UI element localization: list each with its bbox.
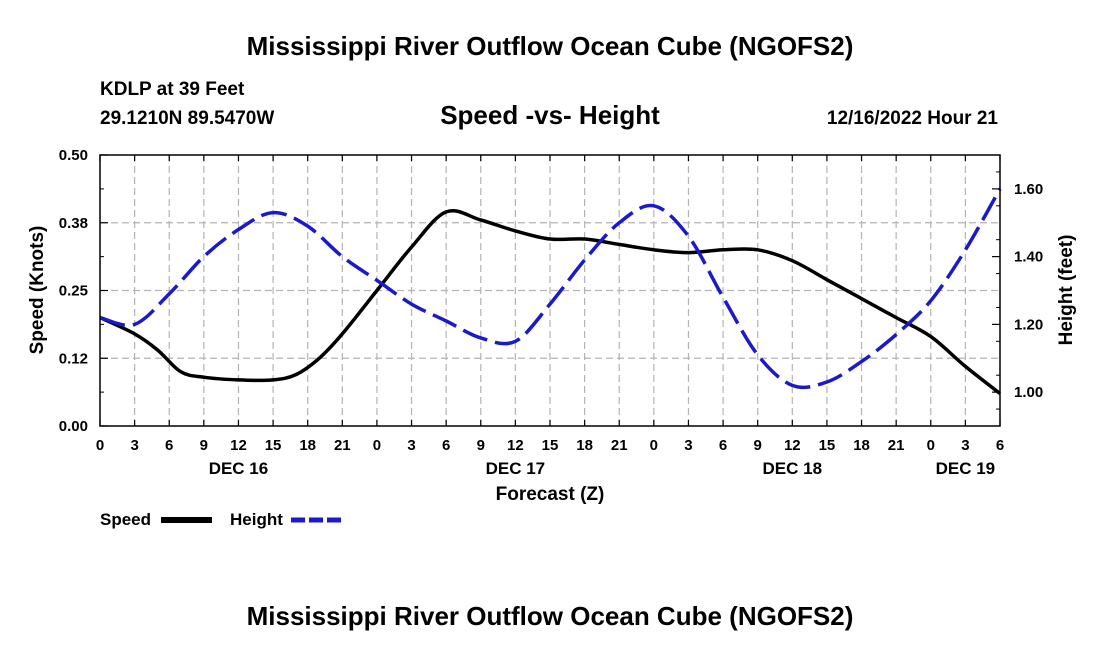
y-left-tick-label: 0.38 [59, 215, 88, 232]
y-axis-label-right: Height (feet) [1056, 235, 1077, 346]
figure-title: Mississippi River Outflow Ocean Cube (NG… [247, 31, 854, 61]
x-tick-label: 3 [407, 437, 415, 454]
x-tick-label: 15 [265, 437, 282, 454]
x-tick-label: 9 [754, 437, 762, 454]
plot-series [99, 188, 1002, 395]
x-tick-label: 0 [96, 437, 104, 454]
x-tick-label: 6 [442, 437, 450, 454]
x-axis-label: Forecast (Z) [496, 484, 605, 505]
y-left-tick-label: 0.50 [59, 147, 88, 164]
x-tick-label: 12 [507, 437, 524, 454]
y-left-tick-label: 0.00 [59, 418, 88, 435]
coords-label: 29.1210N 89.5470W [100, 108, 274, 129]
x-tick-label: 18 [576, 437, 593, 454]
x-tick-label: 6 [719, 437, 727, 454]
footer-title: Mississippi River Outflow Ocean Cube (NG… [247, 601, 854, 631]
x-tick-label: 12 [230, 437, 247, 454]
x-tick-label: 21 [334, 437, 351, 454]
x-tick-label: 6 [996, 437, 1004, 454]
grid-lines [100, 155, 1000, 426]
x-tick-label: 3 [684, 437, 692, 454]
y-left-tick-label: 0.25 [59, 283, 88, 300]
y-left-tick-label: 0.12 [59, 350, 88, 367]
x-tick-label: 9 [200, 437, 208, 454]
y-right-tick-label: 1.20 [1014, 316, 1043, 333]
x-tick-label: 21 [888, 437, 905, 454]
x-tick-label: 21 [611, 437, 628, 454]
series-line-speed [99, 209, 1002, 395]
legend: Speed Height [100, 510, 342, 529]
legend-speed-label: Speed [100, 510, 151, 529]
x-tick-label: 0 [373, 437, 381, 454]
chart-subtitle: Speed -vs- Height [440, 100, 660, 130]
x-tick-label: 3 [130, 437, 138, 454]
datetime-label: 12/16/2022 Hour 21 [827, 108, 999, 129]
y-right-tick-label: 1.40 [1014, 249, 1043, 266]
series-line-height [99, 188, 1002, 390]
axes: 0 3 6 9 12 15 18 21 0 3 6 9 12 15 18 21 0 3 6 9 12 15 18 21 0 3 6D… [59, 147, 1043, 478]
x-tick-label: 9 [477, 437, 485, 454]
day-label: DEC 17 [486, 459, 546, 478]
x-tick-label: 0 [927, 437, 935, 454]
day-label: DEC 19 [936, 459, 996, 478]
x-tick-label: 15 [542, 437, 559, 454]
x-tick-label: 0 [650, 437, 658, 454]
x-tick-label: 18 [299, 437, 316, 454]
x-tick-label: 12 [784, 437, 801, 454]
x-tick-label: 15 [819, 437, 836, 454]
day-label: DEC 18 [763, 459, 823, 478]
x-tick-label: 18 [853, 437, 870, 454]
legend-height-label: Height [230, 510, 283, 529]
station-label: KDLP at 39 Feet [100, 79, 245, 100]
y-axis-label-left: Speed (Knots) [27, 226, 48, 355]
x-tick-label: 3 [961, 437, 969, 454]
day-label: DEC 16 [209, 459, 269, 478]
y-right-tick-label: 1.00 [1014, 384, 1043, 401]
y-right-tick-label: 1.60 [1014, 181, 1043, 198]
x-tick-label: 6 [165, 437, 173, 454]
